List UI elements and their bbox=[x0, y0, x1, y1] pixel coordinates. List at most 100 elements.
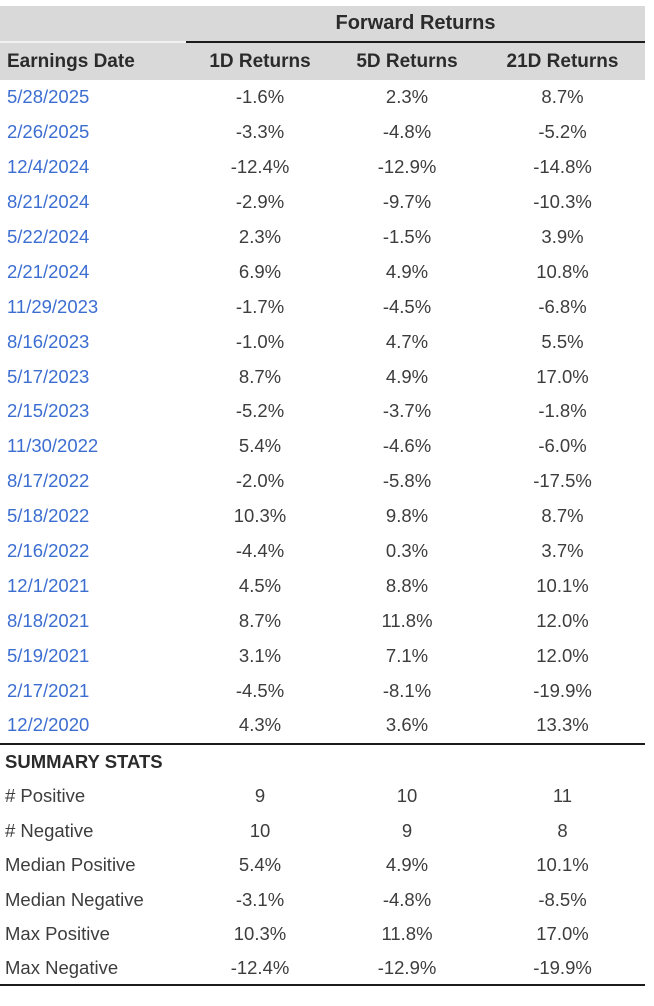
earnings-date-cell: 5/19/2021 bbox=[0, 638, 186, 673]
return-5d-value: -4.5% bbox=[382, 295, 432, 317]
column-header-5d-returns: 5D Returns bbox=[334, 43, 480, 80]
return-5d-value: -5.8% bbox=[382, 470, 432, 492]
table-row: 2/15/2023 -5.2% -3.7% -1.8% bbox=[0, 394, 645, 429]
summary-21d-value: 11 bbox=[552, 785, 573, 807]
earnings-date-link[interactable]: 8/18/2021 bbox=[7, 609, 90, 631]
summary-1d-value: -3.1% bbox=[235, 888, 285, 910]
return-1d-value: 10.3% bbox=[233, 505, 287, 527]
earnings-date-link[interactable]: 2/15/2023 bbox=[7, 400, 90, 422]
return-1d-value: -4.5% bbox=[235, 679, 285, 701]
return-21d-value: 8.7% bbox=[541, 505, 584, 527]
return-21d-value: -1.8% bbox=[538, 400, 587, 422]
return-5d-value: -4.6% bbox=[382, 435, 432, 457]
group-header-row: Forward Returns bbox=[0, 6, 645, 43]
table-row: 8/18/2021 8.7% 11.8% 12.0% bbox=[0, 603, 645, 638]
earnings-date-link[interactable]: 12/2/2020 bbox=[7, 714, 90, 736]
return-5d-value: 11.8% bbox=[381, 609, 433, 631]
return-5d-value: 4.9% bbox=[385, 365, 429, 387]
table-row: 11/29/2023 -1.7% -4.5% -6.8% bbox=[0, 289, 645, 324]
summary-21d-value: 17.0% bbox=[536, 923, 589, 945]
return-21d-value: 8.7% bbox=[541, 86, 584, 108]
earnings-date-cell: 11/29/2023 bbox=[0, 289, 186, 324]
return-5d-value: -1.5% bbox=[382, 226, 432, 247]
return-21d-value: -6.0% bbox=[538, 435, 587, 457]
earnings-date-cell: 2/21/2024 bbox=[0, 254, 186, 289]
column-header-earnings-date: Earnings Date bbox=[0, 43, 186, 80]
summary-1d-value: 9 bbox=[254, 785, 266, 807]
earnings-date-cell: 8/17/2022 bbox=[0, 464, 186, 499]
forward-returns-table: Forward Returns Earnings Date 1D Returns… bbox=[0, 6, 645, 986]
earnings-date-link[interactable]: 8/21/2024 bbox=[7, 191, 90, 213]
earnings-date-link[interactable]: 2/17/2021 bbox=[7, 679, 90, 701]
earnings-date-link[interactable]: 2/26/2025 bbox=[7, 121, 90, 143]
earnings-date-link[interactable]: 11/29/2023 bbox=[7, 295, 99, 317]
earnings-date-link[interactable]: 2/16/2022 bbox=[7, 540, 90, 562]
earnings-date-cell: 12/1/2021 bbox=[0, 568, 186, 603]
return-1d-value: -1.7% bbox=[235, 295, 285, 317]
summary-21d-value: -19.9% bbox=[480, 951, 645, 986]
summary-stat-label: Max Negative bbox=[0, 951, 186, 986]
earnings-date-cell: 5/18/2022 bbox=[0, 499, 186, 534]
group-header-spacer bbox=[0, 6, 186, 43]
table-row: 11/30/2022 5.4% -4.6% -6.0% bbox=[0, 429, 645, 464]
return-5d-value: 3.6% bbox=[385, 714, 429, 736]
earnings-date-cell: 2/15/2023 bbox=[0, 394, 186, 429]
return-1d-value: -2.9% bbox=[235, 191, 285, 213]
earnings-date-cell: 5/28/2025 bbox=[0, 80, 186, 115]
earnings-date-cell: 2/17/2021 bbox=[0, 673, 186, 708]
summary-title-body: SUMMARY STATS bbox=[0, 742, 645, 779]
return-5d-value: -3.7% bbox=[382, 400, 432, 422]
return-21d-value: 12.0% bbox=[536, 644, 589, 666]
return-5d-value: -4.8% bbox=[382, 121, 432, 143]
column-header-row: Earnings Date 1D Returns 5D Returns 21D … bbox=[0, 43, 645, 80]
return-5d-value: -8.1% bbox=[382, 679, 432, 701]
summary-5d-value: -4.8% bbox=[382, 888, 432, 910]
earnings-date-link[interactable]: 12/1/2021 bbox=[7, 574, 90, 596]
summary-21d-value: 10.1% bbox=[536, 854, 589, 876]
earnings-date-cell: 5/17/2023 bbox=[0, 359, 186, 394]
summary-1d-value: 10 bbox=[249, 819, 271, 841]
table-row: 5/28/2025 -1.6% 2.3% 8.7% bbox=[0, 80, 645, 115]
earnings-date-link[interactable]: 5/19/2021 bbox=[7, 644, 90, 666]
summary-stats-body: # Positive 9 10 11 # Negative 10 9 8 Med… bbox=[0, 779, 645, 986]
return-21d-value: -6.8% bbox=[538, 295, 587, 317]
return-21d-value: 5.5% bbox=[541, 330, 584, 352]
earnings-date-link[interactable]: 12/4/2024 bbox=[7, 156, 90, 178]
summary-21d-value: 8 bbox=[557, 819, 568, 841]
earnings-date-link[interactable]: 5/18/2022 bbox=[7, 505, 90, 527]
earnings-date-cell: 8/16/2023 bbox=[0, 324, 186, 359]
earnings-date-link[interactable]: 8/16/2023 bbox=[7, 330, 90, 352]
earnings-date-link[interactable]: 2/21/2024 bbox=[7, 260, 90, 282]
returns-body: 5/28/2025 -1.6% 2.3% 8.7% 2/26/2025 -3.3… bbox=[0, 80, 645, 743]
return-21d-value: 12.0% bbox=[536, 609, 589, 631]
earnings-date-link[interactable]: 5/22/2024 bbox=[7, 226, 90, 247]
earnings-date-cell: 11/30/2022 bbox=[0, 429, 186, 464]
table-row: 12/1/2021 4.5% 8.8% 10.1% bbox=[0, 568, 645, 603]
earnings-date-link[interactable]: 11/30/2022 bbox=[7, 435, 99, 457]
group-header-title: Forward Returns bbox=[186, 6, 645, 43]
summary-5d-value: -12.9% bbox=[334, 951, 480, 986]
earnings-date-cell: 12/4/2024 bbox=[0, 150, 186, 185]
earnings-date-link[interactable]: 5/28/2025 bbox=[7, 86, 90, 108]
table-row: 8/21/2024 -2.9% -9.7% -10.3% bbox=[0, 185, 645, 220]
return-5d-value: 2.3% bbox=[385, 86, 429, 108]
return-1d-value: 8.7% bbox=[238, 609, 282, 631]
summary-21d-value: -8.5% bbox=[538, 888, 587, 910]
earnings-date-link[interactable]: 5/17/2023 bbox=[7, 365, 90, 387]
summary-row: # Positive 9 10 11 bbox=[0, 779, 645, 814]
summary-stat-label: Median Positive bbox=[5, 854, 136, 876]
return-1d-value: 8.7% bbox=[238, 365, 282, 387]
return-5d-value: 4.9% bbox=[385, 260, 429, 282]
summary-1d-value: 5.4% bbox=[238, 854, 282, 876]
return-21d-value: 13.3% bbox=[536, 714, 589, 736]
summary-5d-value: 9 bbox=[401, 819, 413, 841]
summary-row: # Negative 10 9 8 bbox=[0, 813, 645, 848]
table-row: 12/4/2024 -12.4% -12.9% -14.8% bbox=[0, 150, 645, 185]
earnings-date-cell: 2/16/2022 bbox=[0, 534, 186, 569]
return-21d-value: 3.7% bbox=[541, 540, 584, 562]
earnings-date-link[interactable]: 8/17/2022 bbox=[7, 470, 90, 492]
return-1d-value: 3.1% bbox=[238, 644, 282, 666]
return-1d-value: -5.2% bbox=[235, 400, 285, 422]
return-1d-value: -4.4% bbox=[235, 540, 285, 562]
